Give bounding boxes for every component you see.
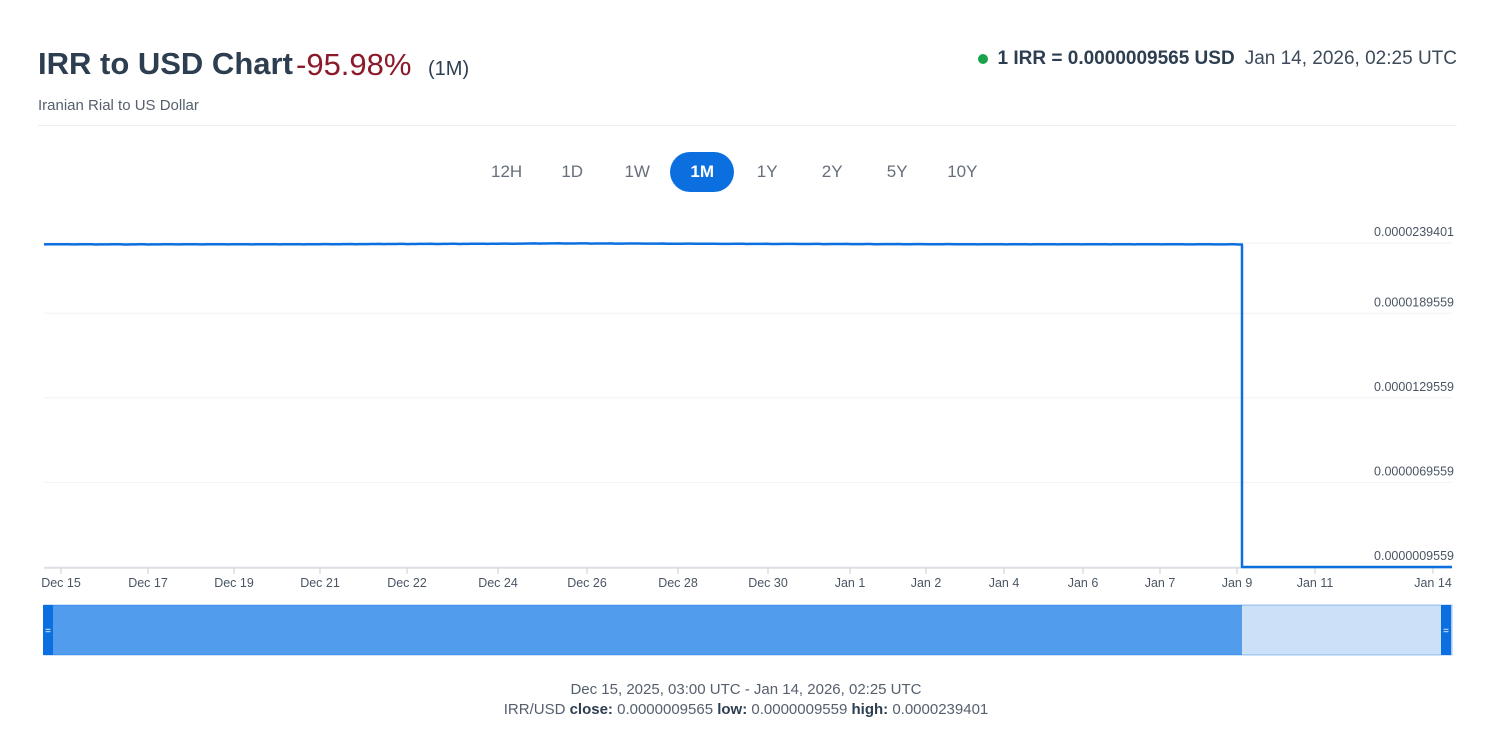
header-divider [38, 125, 1457, 126]
change-period: (1M) [428, 58, 470, 80]
rate-timestamp: Jan 14, 2026, 02:25 UTC [1244, 48, 1457, 69]
live-status-dot-icon [977, 54, 988, 64]
range-navigator[interactable]: = = [43, 604, 1453, 656]
range-button-2y[interactable]: 2Y [821, 162, 843, 181]
x-tick-label: Dec 22 [387, 576, 427, 590]
range-button-1w[interactable]: 1W [624, 162, 650, 181]
x-tick-label: Jan 11 [1297, 576, 1334, 590]
percent-change: -95.98% [296, 47, 412, 82]
y-tick-label: 0.0000189559 [1374, 295, 1454, 309]
x-tick-label: Dec 17 [128, 576, 168, 590]
current-rate: 1 IRR = 0.0000009565 USD [997, 48, 1235, 69]
chart-subtitle: Iranian Rial to US Dollar [38, 97, 199, 114]
x-tick-label: Dec 26 [567, 576, 607, 590]
footer-date-range: Dec 15, 2025, 03:00 UTC - Jan 14, 2026, … [570, 681, 922, 698]
range-button-5y[interactable]: 5Y [886, 162, 908, 181]
live-rate: 1 IRR = 0.0000009565 USD Jan 14, 2026, 0… [977, 48, 1457, 70]
low-label: low: [717, 701, 748, 718]
navigator-right-handle[interactable] [1441, 605, 1451, 655]
close-value: 0.0000009565 [617, 701, 714, 718]
high-value: 0.0000239401 [892, 701, 989, 718]
high-label: high: [851, 701, 889, 718]
x-tick-label: Dec 30 [748, 576, 788, 590]
y-tick-label: 0.0000239401 [1374, 225, 1454, 239]
footer-pair: IRR/USD [503, 701, 566, 718]
time-range-selector: 12H 1D 1W 1M 1Y 2Y 5Y 10Y [474, 152, 995, 192]
low-value: 0.0000009559 [751, 701, 848, 718]
x-tick-label: Jan 9 [1222, 576, 1253, 590]
navigator-left-handle[interactable] [43, 605, 53, 655]
range-button-12h[interactable]: 12H [491, 162, 523, 181]
x-tick-label: Dec 28 [658, 576, 698, 590]
right-handle-grip-icon: = [1443, 626, 1449, 637]
range-button-1y[interactable]: 1Y [756, 162, 778, 181]
y-tick-label: 0.0000009559 [1374, 549, 1454, 563]
x-tick-label: Jan 4 [989, 576, 1020, 590]
x-tick-label: Jan 14 [1414, 576, 1452, 590]
x-tick-label: Jan 1 [835, 576, 866, 590]
y-tick-label: 0.0000129559 [1374, 380, 1454, 394]
price-chart[interactable]: 0.0000239401 0.0000189559 0.0000129559 0.00… [0, 0, 1492, 670]
left-handle-grip-icon: = [45, 626, 51, 637]
chart-title: IRR to USD Chart [38, 46, 293, 81]
x-tick-label: Dec 19 [214, 576, 254, 590]
price-series-line [43, 242, 1452, 569]
x-tick-label: Jan 6 [1068, 576, 1099, 590]
x-tick-label: Dec 21 [300, 576, 340, 590]
range-button-1d[interactable]: 1D [561, 162, 584, 181]
close-label: close: [569, 701, 613, 718]
range-button-10y[interactable]: 10Y [947, 162, 978, 181]
range-button-1m[interactable]: 1M [670, 152, 735, 192]
x-tick-label: Dec 24 [478, 576, 518, 590]
navigator-series-area [44, 605, 1242, 655]
x-tick-label: Dec 15 [41, 576, 81, 590]
footer-stats: IRR/USD close: 0.0000009565 low: 0.00000… [0, 701, 1492, 718]
x-tick-label: Jan 7 [1145, 576, 1176, 590]
y-tick-label: 0.0000069559 [1374, 464, 1454, 478]
x-tick-label: Jan 2 [911, 576, 942, 590]
